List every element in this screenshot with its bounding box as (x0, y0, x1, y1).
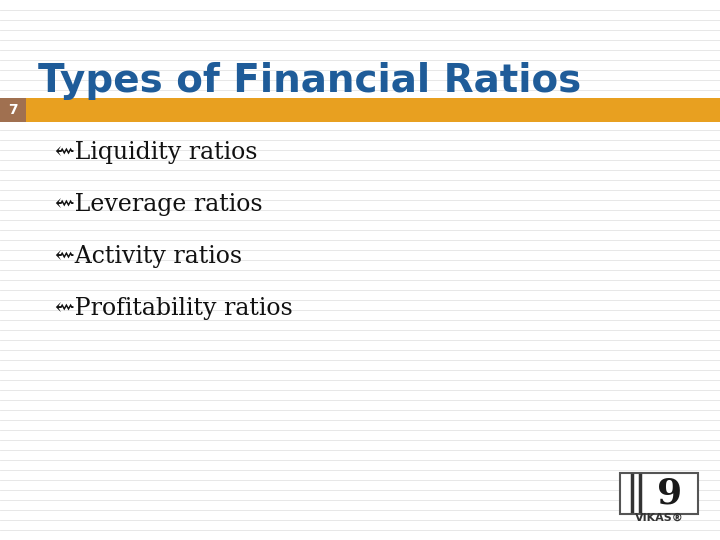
Text: ⇜Activity ratios: ⇜Activity ratios (55, 245, 242, 267)
Text: 9: 9 (657, 477, 683, 511)
Text: ⇜Liquidity ratios: ⇜Liquidity ratios (55, 140, 258, 164)
Bar (26, 98, 720, 122)
Text: Types of Financial Ratios: Types of Financial Ratios (38, 62, 581, 100)
Bar (0, 98, 26, 122)
Text: ⇜Leverage ratios: ⇜Leverage ratios (55, 192, 263, 215)
Text: 7: 7 (8, 103, 18, 117)
Text: VIKAS®: VIKAS® (634, 513, 683, 523)
Bar (620, 473, 698, 514)
Text: ⇜Profitability ratios: ⇜Profitability ratios (55, 296, 293, 320)
